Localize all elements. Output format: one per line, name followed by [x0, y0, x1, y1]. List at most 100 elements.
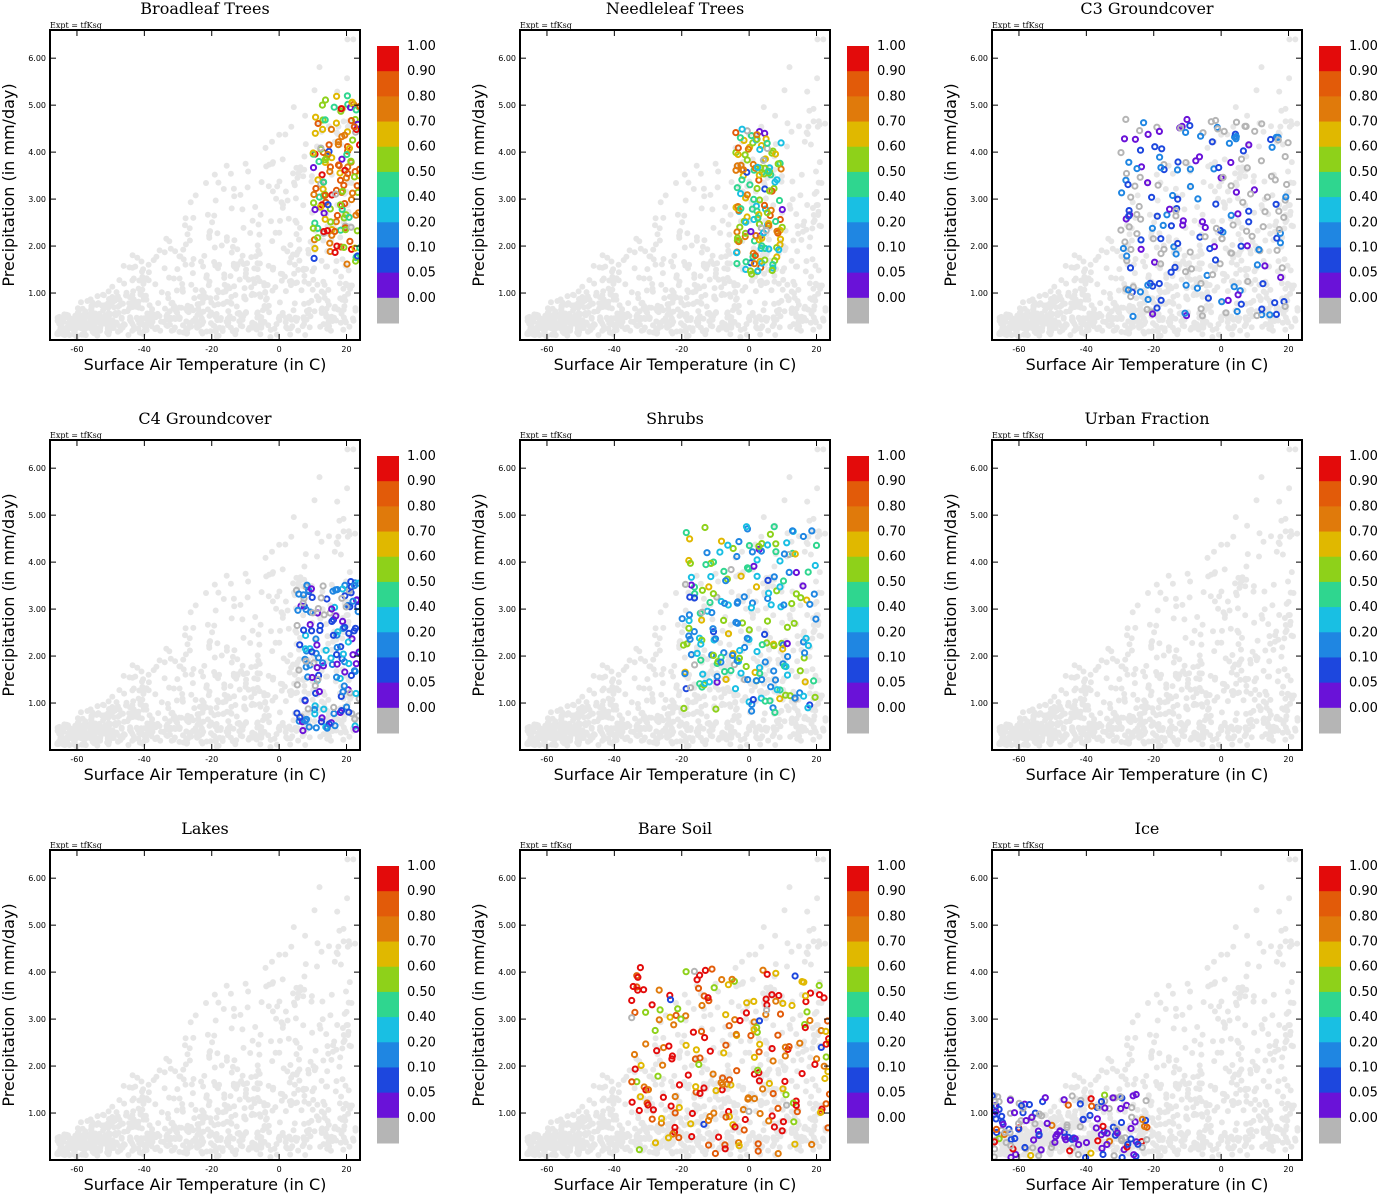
point	[314, 234, 322, 242]
point	[1151, 258, 1159, 266]
point-bg	[204, 211, 211, 218]
point	[773, 227, 781, 235]
point-bg	[1013, 331, 1020, 338]
point-bg	[788, 128, 795, 135]
point	[751, 251, 759, 260]
point-bg	[1215, 195, 1222, 202]
point-bg	[187, 730, 194, 737]
point-bg	[248, 254, 255, 261]
point-bg	[758, 282, 764, 289]
point	[1131, 182, 1139, 190]
point-bg	[658, 691, 665, 698]
point-bg	[113, 722, 119, 729]
point-bg	[214, 287, 221, 294]
point-bg	[1203, 318, 1210, 325]
point-bg	[305, 246, 312, 253]
point-bg	[677, 328, 684, 335]
point-bg	[262, 289, 269, 296]
point	[764, 167, 773, 175]
point	[1267, 172, 1276, 180]
point-bg	[269, 598, 276, 605]
point-bg	[609, 268, 615, 275]
colorbar-label: 0.20	[877, 215, 906, 230]
point-bg	[74, 305, 81, 312]
point-bg	[1055, 312, 1061, 319]
point-bg	[277, 627, 283, 634]
point-bg	[324, 325, 331, 332]
point	[1125, 223, 1133, 231]
point-bg	[1252, 276, 1259, 283]
point-bg	[1105, 313, 1112, 320]
point-bg	[735, 593, 742, 600]
colorbar-label: 0.70	[407, 525, 436, 540]
xtick-label: -60	[1012, 345, 1025, 354]
point-bg	[816, 222, 823, 229]
point-bg	[242, 296, 249, 303]
point-bg	[228, 249, 235, 256]
point-bg	[619, 310, 626, 317]
point-bg	[775, 310, 782, 317]
point	[1127, 193, 1135, 201]
point	[328, 617, 336, 626]
xtick-label: 0	[277, 755, 282, 764]
point-bg	[148, 727, 155, 734]
point-bg	[646, 275, 653, 282]
point-bg	[704, 656, 711, 663]
point	[772, 217, 780, 226]
point-bg	[1071, 277, 1078, 284]
point-bg	[633, 235, 640, 242]
point-bg	[182, 222, 188, 229]
point-bg	[1030, 316, 1037, 323]
point-bg	[115, 328, 121, 335]
point-bg	[240, 634, 247, 641]
point-bg	[54, 740, 61, 747]
point-bg	[1281, 205, 1288, 211]
point-bg	[1284, 262, 1291, 269]
point-bg	[221, 281, 228, 288]
point	[328, 605, 336, 613]
point-bg	[263, 706, 269, 713]
point	[333, 651, 341, 659]
point-bg	[807, 141, 814, 148]
point-bg	[1030, 304, 1037, 311]
colorbar-label: 0.60	[1349, 140, 1377, 155]
point-bg	[324, 263, 331, 270]
point-bg	[749, 312, 756, 319]
point-bg	[811, 303, 818, 310]
colorbar-swatch	[377, 506, 399, 533]
point-bg	[251, 675, 258, 682]
point-bg	[780, 276, 787, 283]
point-bg	[1229, 331, 1236, 338]
point-bg	[135, 325, 142, 332]
point	[319, 125, 327, 133]
point-bg	[1277, 123, 1284, 130]
point-bg	[1243, 272, 1250, 279]
point	[1125, 158, 1133, 166]
point-bg	[184, 740, 191, 746]
point-bg	[1207, 302, 1214, 309]
point-bg	[245, 276, 252, 283]
point-bg	[320, 731, 327, 738]
point-bg	[225, 718, 232, 725]
point-bg	[262, 144, 269, 151]
point-bg	[234, 671, 241, 678]
point-bg	[276, 639, 283, 646]
point	[1283, 180, 1291, 189]
colorbar-swatch	[377, 171, 399, 198]
point-bg	[212, 607, 219, 614]
point	[744, 145, 753, 153]
point	[1271, 299, 1279, 307]
point-bg	[149, 720, 156, 727]
point-bg	[190, 214, 197, 221]
point-bg	[276, 229, 283, 236]
point	[341, 668, 349, 676]
point-bg	[662, 192, 669, 199]
point-bg	[721, 280, 728, 287]
point	[753, 163, 762, 171]
point	[336, 201, 345, 209]
point-bg	[293, 231, 300, 238]
point-bg	[165, 295, 172, 302]
point-bg	[223, 728, 230, 735]
point-bg	[288, 123, 295, 130]
point	[1258, 120, 1266, 128]
